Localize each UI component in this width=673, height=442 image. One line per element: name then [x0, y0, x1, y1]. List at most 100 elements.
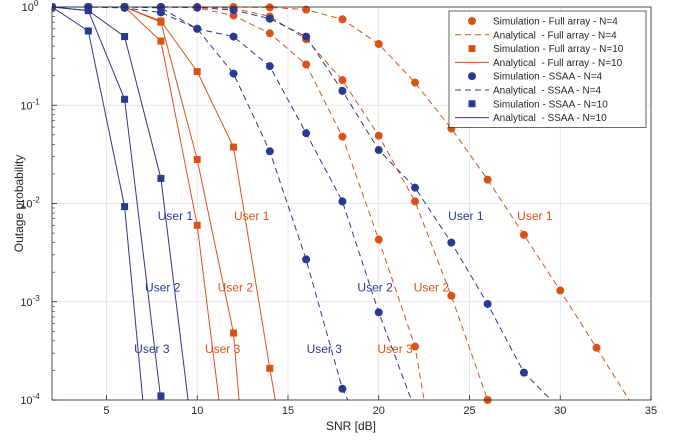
simulation-point	[265, 29, 274, 38]
y-tick-label: 10-2	[20, 196, 40, 211]
simulation-point	[338, 197, 347, 206]
annotation-label: User 2	[145, 280, 181, 294]
legend-marker-swatch	[468, 45, 476, 53]
legend-marker-swatch	[468, 17, 476, 25]
simulation-point	[447, 238, 456, 247]
x-axis-label: SNR [dB]	[326, 419, 376, 433]
legend-box	[448, 10, 647, 128]
simulation-point	[447, 291, 456, 300]
simulation-point	[229, 69, 238, 78]
simulation-point	[374, 40, 383, 49]
simulation-point	[411, 183, 420, 192]
y-tick-label: 10-1	[20, 97, 40, 112]
legend-entry: Simulation - SSAA - N=4	[468, 72, 603, 83]
annotation-label: User 1	[448, 209, 484, 223]
simulation-point	[519, 368, 528, 377]
simulation-point	[121, 203, 129, 211]
legend-entry: Simulation - Full array - N=4	[468, 17, 618, 28]
simulation-point	[411, 342, 420, 351]
y-tick-label: 10-4	[20, 392, 40, 407]
simulation-point	[302, 255, 311, 264]
simulation-point	[229, 32, 238, 41]
simulation-point	[302, 32, 311, 41]
legend-label: Analytical - Full array - N=10	[493, 58, 623, 69]
legend-entry: Simulation - Full array - N=10	[468, 44, 624, 55]
legend-label: Simulation - Full array - N=4	[493, 17, 618, 28]
axis-ticks: 5 10 15 20 25 30 35 10-4 10-3 10-2 10-1 100	[20, 0, 657, 417]
y-axis-label: Outage probability	[12, 155, 26, 252]
simulation-point	[302, 60, 311, 69]
analytical-curve	[52, 6, 144, 401]
x-tick-label: 20	[373, 405, 385, 417]
annotation-label: User 3	[205, 342, 241, 356]
legend-label: Analytical - SSAA - N=4	[493, 86, 602, 97]
legend: Simulation - Full array - N=4 Analytical …	[448, 10, 647, 128]
analytical-curve	[52, 6, 425, 401]
annotation-label: User 1	[158, 209, 194, 223]
legend-entry: Analytical - SSAA - N=10	[455, 113, 607, 124]
series-ssaa-n-4-user-3	[52, 3, 349, 401]
simulation-point	[265, 3, 274, 12]
legend-entry: Analytical - SSAA - N=4	[455, 86, 602, 97]
simulation-point	[338, 76, 347, 85]
legend-label: Simulation - SSAA - N=10	[493, 99, 608, 110]
analytical-curve	[52, 6, 162, 401]
x-tick-label: 10	[191, 405, 203, 417]
legend-entry: Analytical - Full array - N=4	[455, 30, 617, 41]
simulation-point	[338, 132, 347, 141]
legend-marker-swatch	[468, 72, 476, 81]
simulation-point	[156, 8, 165, 17]
annotation-label: User 2	[218, 280, 254, 294]
annotation-label: User 3	[134, 342, 170, 356]
annotation-label: User 1	[517, 209, 553, 223]
legend-label: Analytical - SSAA - N=10	[493, 113, 607, 124]
annotation-label: User 2	[414, 280, 450, 294]
simulation-point	[374, 131, 383, 140]
simulation-point	[157, 18, 165, 26]
x-tick-label: 25	[463, 405, 475, 417]
simulation-point	[556, 286, 565, 295]
user-annotations: User 1 User 2 User 3 User 1 User 2 User 3 User…	[134, 209, 553, 356]
x-tick-label: 35	[645, 405, 657, 417]
annotation-label: User 3	[307, 342, 343, 356]
analytical-curve	[52, 6, 349, 401]
simulation-point	[411, 197, 420, 206]
simulation-point	[592, 343, 601, 352]
legend-marker-swatch	[468, 100, 476, 108]
simulation-point	[84, 27, 92, 35]
annotation-label: User 3	[377, 342, 413, 356]
legend-label: Analytical - Full array - N=4	[493, 30, 617, 41]
simulation-point	[302, 129, 311, 138]
x-tick-label: 15	[282, 405, 294, 417]
simulation-point	[193, 24, 202, 33]
simulation-point	[157, 174, 165, 182]
annotation-label: User 1	[234, 209, 270, 223]
simulation-point	[193, 68, 201, 76]
simulation-point	[230, 143, 238, 151]
simulation-point	[157, 37, 165, 45]
simulation-point	[265, 62, 274, 71]
simulation-point	[411, 78, 420, 87]
simulation-point	[483, 299, 492, 308]
simulation-point	[121, 95, 129, 103]
simulation-point	[338, 86, 347, 95]
simulation-point	[266, 364, 274, 372]
x-tick-label: 5	[103, 405, 109, 417]
y-tick-label: 100	[22, 0, 39, 14]
simulation-point	[338, 15, 347, 24]
simulation-point	[374, 146, 383, 155]
simulation-point	[265, 147, 274, 156]
annotation-label: User 2	[357, 280, 393, 294]
simulation-point	[193, 221, 201, 229]
simulation-point	[483, 175, 492, 184]
simulation-point	[374, 308, 383, 317]
simulation-point	[84, 7, 92, 15]
simulation-point	[157, 392, 165, 400]
simulation-point	[121, 33, 129, 41]
x-tick-label: 30	[554, 405, 566, 417]
simulation-point	[265, 14, 274, 23]
simulation-point	[229, 6, 238, 15]
simulation-point	[519, 230, 528, 239]
simulation-point	[302, 5, 311, 14]
